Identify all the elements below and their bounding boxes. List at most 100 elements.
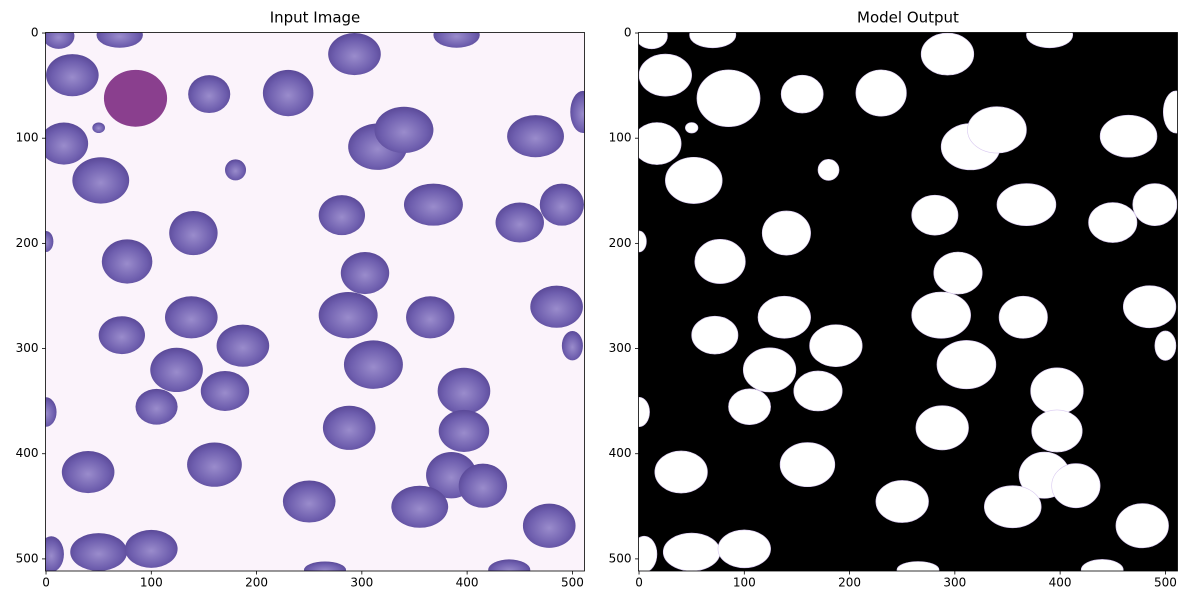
cell xyxy=(70,533,128,571)
cell xyxy=(539,183,584,226)
cell xyxy=(164,296,218,339)
x-tick-label: 300 xyxy=(350,576,373,590)
cell xyxy=(45,122,89,165)
cell xyxy=(875,480,929,523)
y-tick-label: 100 xyxy=(609,131,632,145)
cell xyxy=(694,239,746,284)
cell xyxy=(638,230,647,253)
cell xyxy=(187,442,242,487)
cell xyxy=(685,122,699,134)
cell xyxy=(967,106,1027,154)
cell xyxy=(530,285,583,328)
cell xyxy=(638,535,658,571)
cell xyxy=(403,183,463,226)
cell xyxy=(984,485,1042,529)
cell xyxy=(855,69,907,117)
cell xyxy=(1031,409,1083,453)
cell xyxy=(570,90,585,134)
cell xyxy=(318,291,378,339)
x-tick-label: 300 xyxy=(943,576,966,590)
cell xyxy=(728,388,771,425)
axes-frame xyxy=(45,32,585,572)
cell xyxy=(101,239,153,284)
image xyxy=(638,32,1178,571)
cell xyxy=(340,251,390,295)
cell xyxy=(779,442,836,488)
cell xyxy=(188,75,231,114)
cell xyxy=(638,122,682,165)
cell xyxy=(98,316,145,355)
cell xyxy=(920,32,975,76)
cell xyxy=(561,330,583,361)
cell xyxy=(216,324,270,367)
cell xyxy=(998,295,1048,339)
cell xyxy=(45,397,57,427)
cell xyxy=(757,295,811,339)
cell xyxy=(72,157,130,204)
y-tick-label: 400 xyxy=(609,446,632,460)
cell xyxy=(374,106,434,154)
cell xyxy=(896,561,940,571)
y-tick-label: 500 xyxy=(16,551,39,565)
cell xyxy=(150,347,203,393)
cell xyxy=(911,291,971,339)
cell xyxy=(1030,367,1084,415)
y-tick-label: 0 xyxy=(624,26,632,40)
cell xyxy=(391,485,449,528)
cell xyxy=(742,347,797,393)
y-tick-label: 300 xyxy=(609,341,632,355)
x-tick-label: 100 xyxy=(140,576,163,590)
cell xyxy=(433,32,480,48)
cell xyxy=(124,529,178,568)
x-tick-label: 100 xyxy=(733,576,756,590)
x-tick-label: 500 xyxy=(1154,576,1177,590)
cell xyxy=(495,202,544,243)
cell xyxy=(996,183,1057,226)
x-tick-label: 400 xyxy=(456,576,479,590)
cell xyxy=(696,69,761,128)
cell xyxy=(689,32,737,49)
cell xyxy=(169,210,218,256)
y-tick-label: 400 xyxy=(16,446,39,460)
cell xyxy=(638,396,650,428)
cell xyxy=(1122,285,1177,329)
cell xyxy=(793,370,843,412)
cell xyxy=(45,230,54,252)
cell xyxy=(1132,183,1178,226)
cell xyxy=(809,324,863,368)
cell xyxy=(303,561,347,571)
cell xyxy=(438,409,490,453)
y-tick-label: 100 xyxy=(16,131,39,145)
y-tick-label: 0 xyxy=(31,26,39,40)
cell xyxy=(282,480,336,523)
cell xyxy=(135,388,178,425)
y-tick-label: 200 xyxy=(609,236,632,250)
cell xyxy=(46,54,99,97)
cell xyxy=(817,159,840,181)
x-tick-label: 400 xyxy=(1049,576,1072,590)
x-tick-label: 0 xyxy=(635,576,643,590)
cell xyxy=(911,194,959,236)
y-tick-label: 500 xyxy=(609,551,632,565)
axes-frame xyxy=(638,32,1178,572)
cell xyxy=(654,450,708,494)
cell xyxy=(507,115,564,158)
cell xyxy=(1026,32,1074,49)
axes-title: Input Image xyxy=(270,9,361,27)
cell xyxy=(92,122,105,134)
cell xyxy=(1080,559,1124,571)
cell xyxy=(45,32,75,49)
cell xyxy=(1099,114,1158,158)
cell xyxy=(224,159,247,181)
cell xyxy=(1051,463,1101,509)
cell xyxy=(318,195,366,236)
cell xyxy=(1088,202,1138,243)
x-tick-label: 0 xyxy=(42,576,50,590)
cell xyxy=(96,32,143,48)
cell xyxy=(1154,330,1177,361)
cell xyxy=(103,69,168,127)
cell xyxy=(406,296,455,339)
